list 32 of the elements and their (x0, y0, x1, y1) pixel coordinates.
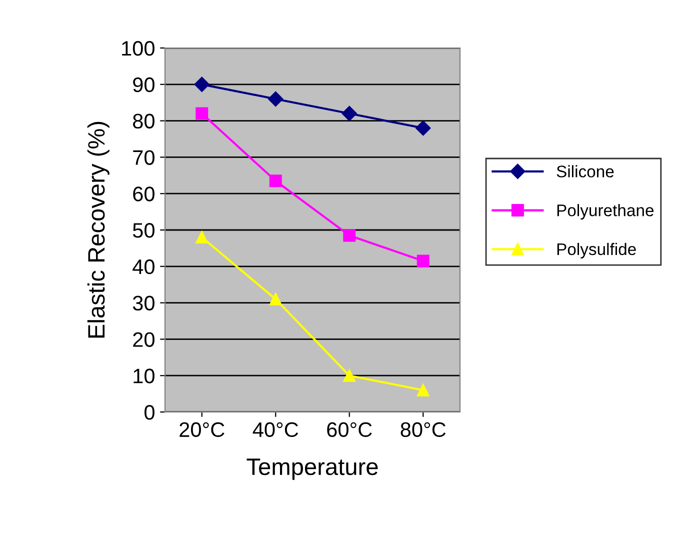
x-tick-label: 40°C (252, 422, 298, 438)
point (196, 107, 208, 120)
x-axis-title: Temperature (246, 458, 378, 480)
x-tick-label: 20°C (180, 422, 224, 438)
y-axis-title: Elastic Recovery (%) (87, 122, 110, 338)
y-tick-label: 50 (132, 223, 154, 238)
y-tick-label: 40 (132, 259, 154, 274)
y-tick-label: 80 (133, 114, 154, 129)
x-tick-label: 60°C (327, 422, 372, 438)
y-tick-label: 100 (122, 41, 154, 56)
y-tick-label: 20 (133, 332, 154, 347)
point (343, 229, 356, 242)
x-tick-label: 80°C (400, 422, 446, 438)
point (343, 369, 356, 382)
legend-label: Polyurethane (557, 204, 654, 220)
legend-label: Polysulfide (557, 242, 636, 258)
y-tick-label: 70 (133, 150, 154, 165)
y-tick-label: 0 (144, 405, 154, 420)
point (269, 174, 282, 188)
point (416, 384, 430, 396)
point (196, 231, 208, 244)
y-tick-label: 60 (133, 186, 154, 202)
point (269, 292, 282, 306)
legend-label: Silicone (556, 165, 614, 178)
point (342, 106, 357, 122)
y-tick-label: 30 (132, 296, 154, 311)
point (194, 76, 210, 92)
point (416, 254, 430, 268)
y-tick-label: 90 (133, 77, 154, 92)
y-tick-label: 10 (134, 368, 154, 384)
point (416, 120, 431, 136)
point (268, 91, 284, 107)
